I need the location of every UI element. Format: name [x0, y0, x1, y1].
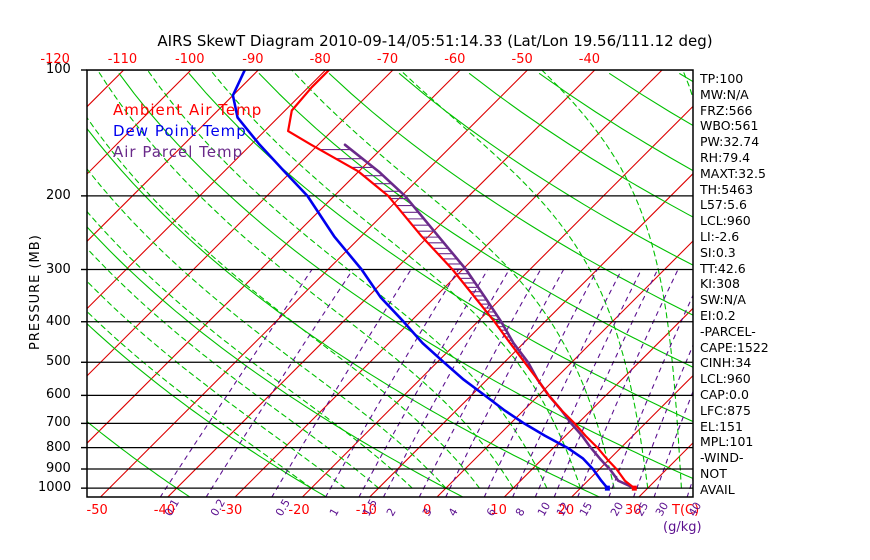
- parameter-maxt: MAXT:32.5: [700, 165, 766, 181]
- parameter-tp: TP:100: [700, 71, 744, 86]
- parameter-el: EL:151: [700, 418, 743, 434]
- pressure-tick-1000: 1000: [38, 480, 72, 496]
- temp-bottom-tick--40: -40: [153, 503, 176, 518]
- legend-dew-point-temp: Dew Point Temp: [113, 122, 247, 140]
- parameter-header2: -WIND-: [700, 450, 744, 466]
- parameter-li: LI:-2.6: [700, 229, 740, 244]
- parameter-cape: CAPE:1522: [700, 339, 769, 355]
- mixing-axis-unit-label: (g/kg): [663, 520, 702, 535]
- parameter-frz: FRZ:566: [700, 102, 753, 118]
- temp-bottom-tick--30: -30: [221, 503, 243, 518]
- pressure-tick-700: 700: [46, 415, 71, 431]
- page-title: AIRS SkewT Diagram 2010-09-14/05:51:14.3…: [157, 32, 713, 50]
- parameter-header: -PARCEL-: [700, 323, 756, 339]
- temp-bottom-tick-20: 20: [557, 503, 575, 518]
- parameter-wind2: AVAIL: [700, 481, 735, 497]
- parameter-wbo: WBO:561: [700, 118, 759, 134]
- temp-top-tick--50: -50: [511, 52, 533, 67]
- parameter-ki: KI:308: [700, 276, 740, 292]
- parameter-sw: SW:N/A: [700, 292, 746, 308]
- temp-top-tick--70: -70: [376, 52, 399, 67]
- pressure-tick-400: 400: [46, 313, 71, 329]
- temp-bottom-tick--10: -10: [355, 503, 377, 518]
- parameter-l57: L57:5.6: [700, 197, 747, 213]
- pressure-tick-300: 300: [46, 261, 71, 277]
- parameter-lfc: LFC:875: [700, 402, 751, 418]
- temp-bottom-tick-10: 10: [490, 503, 507, 518]
- pressure-tick-500: 500: [46, 354, 71, 370]
- temp-top-tick--120: -120: [40, 52, 70, 67]
- y-axis-label: PRESSURE (MB): [28, 234, 43, 350]
- pressure-tick-200: 200: [46, 187, 71, 203]
- legend-air-parcel-temp: Air Parcel Temp: [113, 143, 244, 161]
- pressure-tick-900: 900: [46, 461, 71, 476]
- parameter-si: SI:0.3: [700, 244, 736, 260]
- parameter-wind1: NOT: [700, 466, 727, 481]
- temp-bottom-tick-0: 0: [423, 503, 432, 518]
- temp-bottom-tick--50: -50: [86, 503, 108, 518]
- parameter-cinh: CINH:34: [700, 355, 752, 371]
- parameter-tt: TT:42.6: [700, 260, 746, 276]
- parameter-th: TH:5463: [700, 181, 754, 197]
- parameter-mpl: MPL:101: [700, 434, 754, 450]
- parameter-ei: EI:0.2: [700, 308, 736, 323]
- pressure-tick-600: 600: [46, 387, 71, 403]
- legend-ambient-air-temp: Ambient Air Temp: [113, 101, 263, 119]
- temp-top-tick--40: -40: [578, 52, 601, 67]
- temp-top-tick--60: -60: [444, 52, 466, 67]
- parameter-mw: MW:N/A: [700, 86, 749, 102]
- parameter-lcl2: LCL:960: [700, 371, 751, 387]
- temp-top-tick--110: -110: [107, 52, 138, 67]
- temp-top-tick--80: -80: [309, 52, 331, 67]
- parameter-cap: CAP:0.0: [700, 387, 749, 402]
- parameter-rh: RH:79.4: [700, 150, 751, 165]
- parameter-pw: PW:32.74: [700, 134, 760, 150]
- temp-top-tick--90: -90: [242, 52, 264, 67]
- temp-bottom-tick-30: 30: [624, 503, 642, 518]
- temp-bottom-tick--20: -20: [288, 503, 310, 518]
- pressure-tick-800: 800: [46, 439, 71, 455]
- temp-top-tick--100: -100: [175, 52, 205, 67]
- temp-axis-unit-label: T(C): [672, 503, 700, 518]
- pressure-tick-100: 100: [46, 62, 71, 77]
- parameter-lcl: LCL:960: [700, 213, 751, 229]
